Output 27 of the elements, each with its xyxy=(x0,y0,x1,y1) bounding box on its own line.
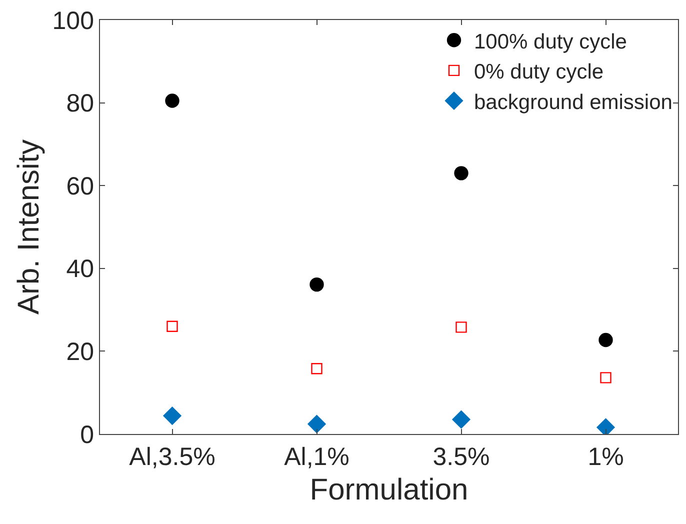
point xyxy=(166,320,178,332)
point xyxy=(311,362,322,374)
y-tick-label: 20 xyxy=(66,338,94,366)
point xyxy=(600,372,612,384)
y-tick-label: 60 xyxy=(66,172,94,200)
point xyxy=(165,94,180,108)
point xyxy=(454,166,468,180)
point xyxy=(456,322,467,333)
y-axis-title: Arb. Intensity xyxy=(12,139,46,315)
legend-label: 0% duty cycle xyxy=(474,60,604,84)
x-axis-title: Formulation xyxy=(310,474,468,506)
point xyxy=(308,415,326,434)
x-tick-label: Al,3.5% xyxy=(129,443,216,471)
x-tick-label: 1% xyxy=(588,443,624,471)
y-tick-label: 100 xyxy=(52,6,94,35)
point xyxy=(310,277,324,292)
legend-label: 100% duty cycle xyxy=(474,30,627,54)
point xyxy=(452,410,470,429)
y-tick-label: 80 xyxy=(66,90,94,118)
point xyxy=(596,418,615,434)
point xyxy=(163,406,182,425)
y-tick-label: 0 xyxy=(80,420,94,449)
y-tick-label: 40 xyxy=(66,255,94,284)
x-tick-label: Al,1% xyxy=(284,443,350,471)
x-tick-label: 3.5% xyxy=(432,443,490,471)
point xyxy=(598,332,613,348)
legend-label: background emission xyxy=(474,90,672,114)
